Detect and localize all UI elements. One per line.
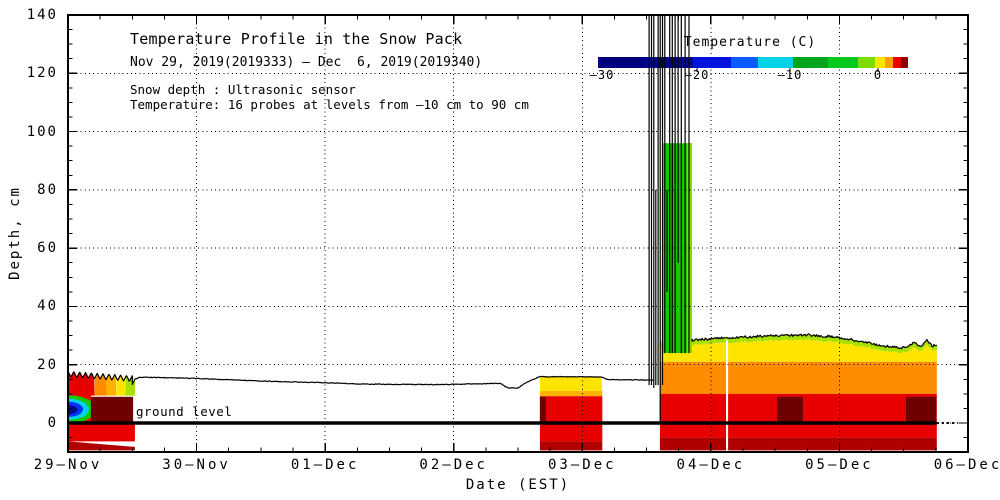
annotation-sensor: Snow depth : Ultrasonic sensor (130, 82, 356, 97)
y-tick-label: 80 (37, 181, 58, 198)
y-axis-label: Depth, cm (6, 186, 23, 280)
y-tick-label: 0 (47, 415, 58, 431)
annotation-probes: Temperature: 16 probes at levels from –1… (130, 97, 529, 112)
colorbar-tick-label: 0 (873, 68, 883, 82)
colorbar-title: Temperature (C) (683, 35, 817, 50)
colorbar-tick-label: –20 (684, 68, 710, 82)
colorbar (598, 57, 908, 72)
spike-lines (648, 15, 690, 422)
chart-subtitle: Nov 29, 2019(2019333) – Dec 6, 2019(2019… (130, 55, 483, 70)
x-tick-label: 05–Dec (805, 457, 874, 473)
y-tick-label: 120 (26, 65, 58, 82)
y-tick-label: 140 (26, 6, 58, 23)
axes-frame (67, 14, 969, 454)
x-tick-label: 03–Dec (547, 457, 617, 473)
x-tick-label: 06–Dec (933, 457, 1000, 473)
ground-level-label: ground level (136, 404, 233, 419)
x-tick-label: 04–Dec (676, 457, 746, 473)
y-tick-label: 60 (37, 240, 58, 257)
snow-depth-line (67, 333, 938, 389)
x-tick-label: 30–Nov (162, 457, 231, 473)
chart-title: Temperature Profile in the Snow Pack (130, 30, 463, 48)
colorbar-tick-label: –30 (589, 68, 615, 82)
colorbar-tick-label: –10 (777, 68, 803, 82)
y-tick-label: 40 (37, 298, 58, 315)
temperature-regions (68, 143, 937, 451)
x-tick-label: 02–Dec (419, 457, 488, 473)
x-axis-label: Date (EST) (465, 477, 571, 493)
x-tick-label: 29–Nov (33, 457, 103, 473)
y-tick-label: 100 (26, 123, 58, 140)
y-tick-label: 20 (37, 356, 58, 373)
x-tick-label: 01–Dec (290, 457, 360, 473)
